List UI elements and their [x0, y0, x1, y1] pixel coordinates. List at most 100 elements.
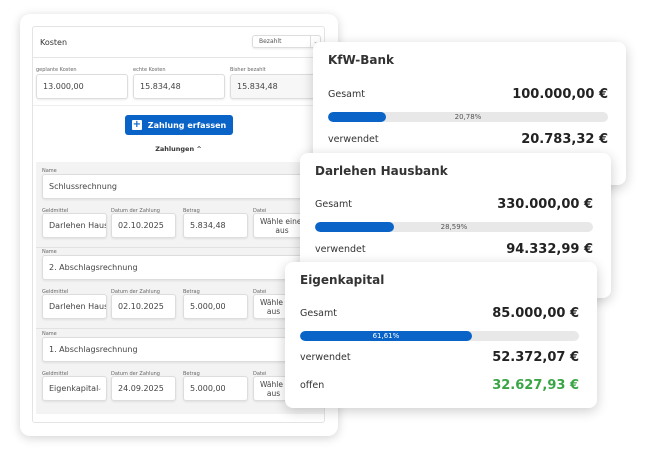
file-label: Datei [253, 208, 267, 214]
paid-input: 15.834,48 [230, 74, 322, 99]
payment-date-value: 02.10.2025 [118, 302, 164, 311]
source-label: Geldmittel [42, 371, 69, 377]
actual-cost-value: 15.834,48 [140, 82, 181, 91]
payment-date-input[interactable]: 24.09.2025 [111, 376, 176, 401]
payment-name-value: Schlussrechnung [49, 182, 117, 191]
usage-percent: 61,61% [372, 332, 400, 340]
file-placeholder: aus [266, 388, 281, 398]
amount-label: Betrag [183, 289, 200, 295]
used-label: verwendet [315, 244, 366, 255]
payment-name-input[interactable]: 1. Abschlagsrechnung [42, 337, 322, 362]
payment-item: Name Schlussrechnung Geldmittel Darlehen… [36, 162, 324, 246]
amount-label: Betrag [183, 371, 200, 377]
payment-source-value: Darlehen Hausbr [49, 221, 106, 230]
name-label: Name [42, 331, 57, 337]
payment-amount-input[interactable]: 5.000,00 [183, 376, 248, 401]
total-label: Gesamt [300, 308, 337, 319]
usage-progress-fill [328, 112, 387, 122]
payment-source-select[interactable]: Eigenkapital ⌄ [42, 376, 107, 401]
payment-item: Name 1. Abschlagsrechnung Geldmittel Eig… [36, 325, 324, 409]
date-label: Datum der Zahlung [111, 371, 160, 377]
payment-item: Name 2. Abschlagsrechnung Geldmittel Dar… [36, 243, 324, 327]
amount-label: Betrag [183, 208, 200, 214]
file-placeholder: Wähle eine D [260, 379, 287, 389]
file-placeholder: Wähle eine D [260, 297, 287, 307]
fund-title: KfW-Bank [328, 53, 394, 67]
payment-name-input[interactable]: 2. Abschlagsrechnung [42, 255, 322, 280]
payment-amount-value: 5.000,00 [190, 302, 226, 311]
payment-amount-value: 5.834,48 [190, 221, 226, 230]
usage-progress-fill [315, 222, 395, 232]
payment-name-value: 1. Abschlagsrechnung [49, 345, 138, 354]
payment-source-value: Eigenkapital [49, 384, 99, 393]
used-value: 94.332,99 € [506, 242, 593, 257]
payment-date-input[interactable]: 02.10.2025 [111, 294, 176, 319]
add-payment-label: Zahlung erfassen [147, 120, 227, 130]
used-label: verwendet [328, 134, 379, 145]
date-label: Datum der Zahlung [111, 289, 160, 295]
payments-list: Name Schlussrechnung Geldmittel Darlehen… [36, 162, 324, 414]
payments-toggle-label: Zahlungen [155, 145, 195, 153]
file-placeholder: aus [275, 225, 289, 235]
file-placeholder: aus [266, 306, 281, 316]
date-label: Datum der Zahlung [111, 208, 160, 214]
name-label: Name [42, 168, 57, 174]
usage-progress-fill [300, 331, 472, 341]
divider [33, 105, 324, 106]
payment-date-value: 02.10.2025 [118, 221, 164, 230]
actual-cost-input[interactable]: 15.834,48 [133, 74, 225, 99]
status-filter-value: Bezahlt [259, 38, 282, 45]
planned-cost-value: 13.000,00 [43, 82, 84, 91]
usage-percent: 20,78% [454, 113, 482, 121]
total-label: Gesamt [328, 89, 365, 100]
chevron-down-icon: ⌄ [310, 36, 320, 47]
usage-progress-bar: 61,61% [300, 331, 579, 341]
used-label: verwendet [300, 352, 351, 363]
usage-percent: 28,59% [440, 223, 468, 231]
paid-value: 15.834,48 [237, 82, 278, 91]
total-value: 100.000,00 € [512, 87, 608, 102]
payments-toggle[interactable]: Zahlungen ^ [33, 145, 324, 153]
total-label: Gesamt [315, 199, 352, 210]
planned-cost-input[interactable]: 13.000,00 [36, 74, 128, 99]
file-label: Datei [253, 371, 267, 377]
fund-title: Eigenkapital [300, 273, 385, 287]
payment-date-input[interactable]: 02.10.2025 [111, 213, 176, 238]
open-value: 32.627,93 € [492, 378, 579, 393]
actual-cost-label: echte Kosten [133, 67, 166, 73]
fund-card-eigenkapital: Eigenkapital Gesamt 85.000,00 € 61,61% ve… [285, 262, 597, 408]
payment-source-select[interactable]: Darlehen Hausbr [42, 294, 107, 319]
name-label: Name [42, 249, 57, 255]
paid-label: Bisher bezahlt [230, 67, 266, 73]
status-filter-select[interactable]: Bezahlt ⌄ [252, 35, 321, 48]
file-placeholder: Wähle eine D [260, 216, 304, 226]
costs-panel: Kosten Bezahlt ⌄ geplante Kosten 13.000,0… [20, 14, 338, 436]
payment-amount-input[interactable]: 5.834,48 [183, 213, 248, 238]
total-value: 330.000,00 € [497, 197, 593, 212]
source-label: Geldmittel [42, 208, 69, 214]
source-label: Geldmittel [42, 289, 69, 295]
chevron-up-icon: ^ [196, 145, 202, 153]
costs-title: Kosten [40, 38, 68, 47]
divider [36, 328, 324, 329]
add-payment-button[interactable]: + Zahlung erfassen [125, 115, 233, 135]
chevron-down-icon: ⌄ [96, 385, 102, 392]
costs-card: Kosten Bezahlt ⌄ geplante Kosten 13.000,0… [32, 26, 325, 423]
open-label: offen [300, 380, 325, 391]
payment-name-value: 2. Abschlagsrechnung [49, 263, 138, 272]
planned-cost-label: geplante Kosten [36, 67, 77, 73]
total-value: 85.000,00 € [492, 306, 579, 321]
payment-source-select[interactable]: Darlehen Hausbr [42, 213, 107, 238]
payment-date-value: 24.09.2025 [118, 384, 164, 393]
divider [36, 247, 324, 248]
payment-name-input[interactable]: Schlussrechnung [42, 174, 322, 199]
divider [33, 57, 324, 58]
usage-progress-bar: 28,59% [315, 222, 593, 232]
used-value: 20.783,32 € [521, 132, 608, 147]
used-value: 52.372,07 € [492, 350, 579, 365]
plus-icon: + [131, 119, 142, 130]
payment-amount-value: 5.000,00 [190, 384, 226, 393]
usage-progress-bar: 20,78% [328, 112, 608, 122]
file-label: Datei [253, 289, 267, 295]
payment-amount-input[interactable]: 5.000,00 [183, 294, 248, 319]
